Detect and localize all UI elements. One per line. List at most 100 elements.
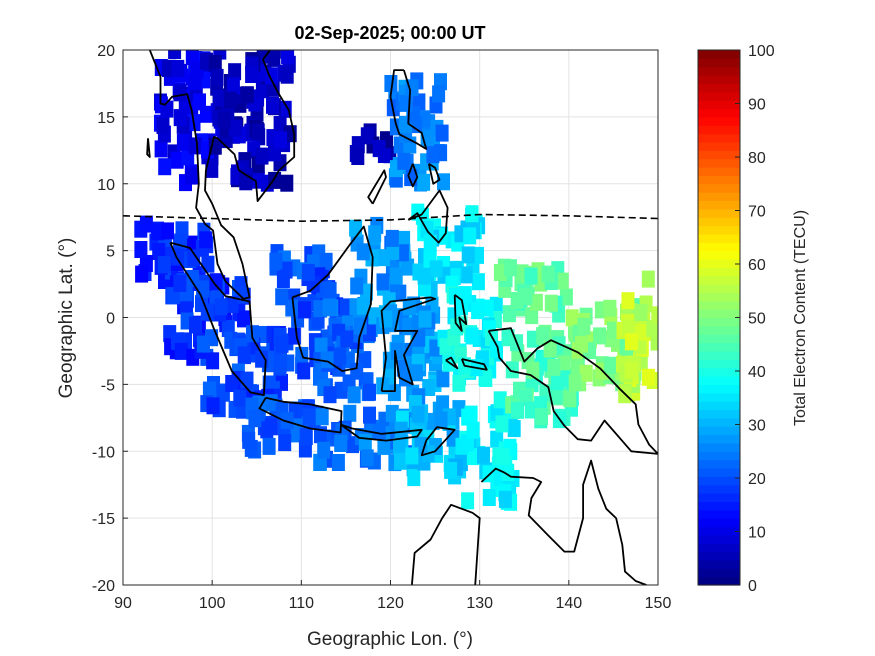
colorbar-segment (698, 66, 740, 76)
tec-cell (323, 386, 337, 404)
tec-cell (285, 299, 299, 317)
x-tick-label: 150 (645, 595, 672, 612)
tec-cell (471, 273, 485, 291)
tec-cell (273, 355, 287, 373)
y-tick-label: -5 (101, 377, 115, 394)
tec-cell (157, 256, 171, 274)
tec-cell (563, 390, 577, 408)
y-tick-label: 10 (97, 177, 115, 194)
tec-cell (507, 420, 521, 438)
tec-cell (334, 435, 348, 452)
tec-cell (389, 267, 403, 285)
tec-cell (209, 273, 223, 291)
tec-cell (264, 418, 278, 436)
tec-cell (397, 152, 411, 170)
colorbar-segment (698, 493, 740, 503)
colorbar-segment (698, 167, 740, 176)
tec-cell (331, 454, 345, 471)
colorbar-tick-label: 20 (748, 471, 766, 488)
tec-cell (429, 260, 443, 278)
tec-cell (529, 293, 543, 311)
tec-cell (255, 81, 269, 99)
colorbar-segment (698, 484, 740, 494)
colorbar-segment (698, 359, 740, 369)
tec-cell (624, 361, 638, 379)
tec-cell (212, 89, 226, 107)
colorbar-tick-label: 70 (748, 204, 766, 221)
tec-cell (466, 421, 480, 439)
tec-cell (495, 415, 509, 433)
tec-cell (278, 434, 292, 452)
y-tick-label: -20 (92, 578, 115, 595)
tec-cell (646, 319, 658, 337)
colorbar-segment (698, 426, 740, 436)
y-tick-label: -10 (92, 444, 115, 461)
tec-cell (225, 296, 239, 313)
tec-cell (188, 73, 202, 91)
tec-cell (482, 489, 496, 506)
tec-cell (196, 280, 210, 298)
coastline (148, 50, 296, 300)
tec-cell (461, 408, 475, 426)
colorbar-segment (698, 58, 740, 68)
tec-cell (171, 59, 185, 77)
colorbar (698, 50, 740, 586)
tec-cell (505, 361, 519, 379)
tec-cell (173, 274, 187, 292)
tec-cell (436, 370, 450, 388)
tec-cell (208, 54, 222, 72)
tec-cell (206, 397, 220, 415)
coastline (460, 358, 488, 371)
tec-cell (437, 173, 450, 191)
tec-cell (634, 304, 648, 321)
tec-cell (228, 119, 242, 137)
tec-cell (502, 305, 516, 323)
tec-cell (350, 362, 364, 380)
tec-cell (210, 68, 224, 86)
tec-cell (405, 447, 419, 465)
tec-cell (458, 286, 472, 304)
colorbar-segment (698, 225, 740, 235)
colorbar-segment (698, 467, 740, 477)
tec-cell (196, 335, 210, 353)
tec-cell (358, 433, 372, 451)
tec-cell (377, 437, 391, 455)
tec-cell (407, 469, 421, 487)
tec-cell (394, 452, 407, 470)
tec-cell (240, 86, 254, 104)
tec-cell (386, 243, 400, 261)
tec-cell (384, 75, 398, 92)
colorbar-segment (698, 350, 740, 360)
tec-cell (489, 340, 503, 358)
tec-cell (158, 158, 172, 176)
tec-cell (174, 342, 188, 360)
x-tick-label: 100 (199, 595, 226, 612)
coastline (411, 503, 481, 585)
colorbar-segment (698, 233, 740, 243)
tec-cell (368, 225, 382, 243)
coastline (453, 294, 468, 332)
tec-cell (641, 270, 655, 288)
tec-cell (417, 173, 431, 191)
tec-cell (376, 273, 390, 291)
colorbar-segment (698, 258, 740, 268)
tec-cell (319, 252, 333, 270)
tec-cell (650, 333, 658, 351)
tec-cell (266, 96, 279, 114)
colorbar-segment (698, 100, 740, 110)
tec-cell (461, 492, 475, 510)
tec-cell (323, 281, 337, 299)
tec-cell (426, 146, 440, 164)
colorbar-segment (698, 434, 740, 444)
tec-cell (174, 233, 188, 251)
colorbar-segment (698, 300, 740, 310)
colorbar-segment (698, 342, 740, 352)
colorbar-segment (698, 384, 740, 394)
coastline (169, 241, 267, 396)
colorbar-segment (698, 133, 740, 143)
tec-cell (185, 50, 199, 65)
tec-cell (280, 412, 294, 430)
tec-cell (280, 174, 294, 192)
colorbar-segment (698, 401, 740, 411)
colorbar-segment (698, 175, 740, 185)
